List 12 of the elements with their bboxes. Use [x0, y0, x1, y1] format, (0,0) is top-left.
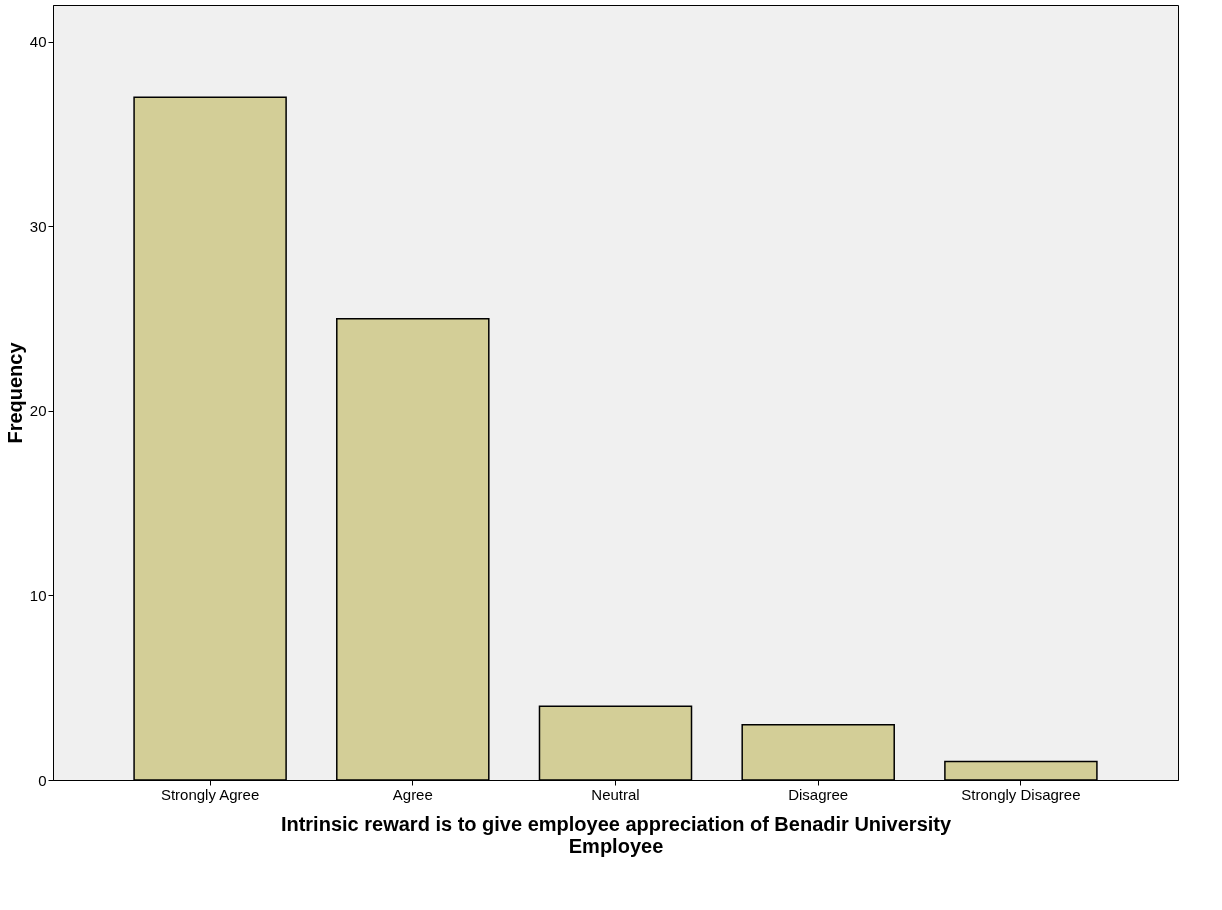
y-tick-label: 20	[29, 402, 47, 420]
y-tick-label: 40	[29, 33, 47, 51]
x-tick-label: Agree	[392, 785, 433, 803]
y-tick-label: 10	[29, 586, 47, 604]
x-tick-label: Strongly Agree	[160, 785, 260, 803]
y-tick-label: 0	[38, 771, 47, 789]
x-tick-label: Strongly Disagree	[961, 785, 1081, 803]
x-tick-label: Neutral	[591, 785, 640, 803]
y-tick-label: 30	[29, 217, 47, 235]
x-axis-title: Intrinsic reward is to give employee appreciation of Benadir University Employee	[280, 812, 952, 857]
y-axis-title: Frequency	[3, 341, 26, 444]
x-tick-label: Disagree	[788, 785, 849, 803]
